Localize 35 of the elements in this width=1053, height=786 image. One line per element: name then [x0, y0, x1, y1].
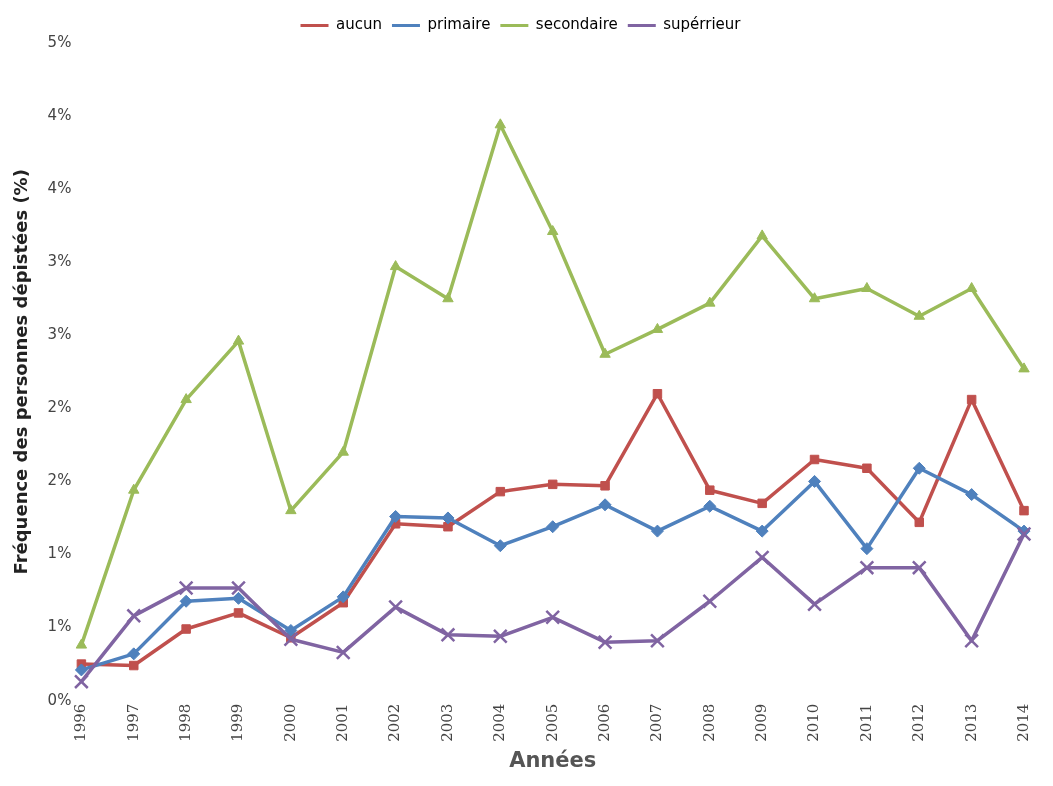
y-tick-label: 0% — [47, 690, 72, 709]
x-tick-label: 2014 — [1013, 703, 1032, 742]
x-tick-label: 2004 — [490, 703, 509, 742]
x-tick-label: 2013 — [961, 703, 980, 742]
y-tick-label: 2% — [47, 471, 72, 490]
y-tick-label: 3% — [47, 252, 72, 271]
y-axis-title: Fréquence des personnes dépistées (%) — [10, 169, 32, 575]
y-tick-label: 4% — [47, 105, 72, 124]
x-tick-label: 2002 — [385, 703, 404, 742]
x-tick-label: 2005 — [542, 703, 561, 742]
x-tick-label: 1999 — [228, 703, 247, 742]
x-tick-label: 2000 — [280, 703, 299, 742]
legend-label: aucun — [336, 15, 382, 34]
y-tick-label: 2% — [47, 398, 72, 417]
x-tick-label: 2008 — [699, 703, 718, 742]
x-tick-label: 2009 — [752, 703, 771, 742]
y-tick-label: 1% — [47, 544, 72, 563]
y-tick-label: 4% — [47, 179, 72, 198]
legend-label: secondaire — [535, 15, 618, 34]
x-tick-label: 2003 — [437, 703, 456, 742]
y-tick-label: 1% — [47, 617, 72, 636]
legend-label: primaire — [427, 15, 491, 34]
y-tick-label: 5% — [47, 32, 72, 51]
x-axis-title: Années — [509, 747, 597, 772]
x-tick-label: 2007 — [647, 703, 666, 742]
x-tick-label: 2011 — [856, 703, 875, 742]
x-tick-label: 2006 — [594, 703, 613, 742]
x-tick-label: 1997 — [123, 703, 142, 742]
x-tick-label: 2001 — [333, 703, 352, 742]
x-tick-label: 2010 — [804, 703, 823, 742]
legend-label: supérrieur — [663, 15, 742, 34]
y-tick-label: 3% — [47, 325, 72, 344]
x-tick-label: 2012 — [909, 703, 928, 742]
x-tick-label: 1998 — [176, 703, 195, 742]
x-tick-label: 1996 — [71, 703, 90, 742]
